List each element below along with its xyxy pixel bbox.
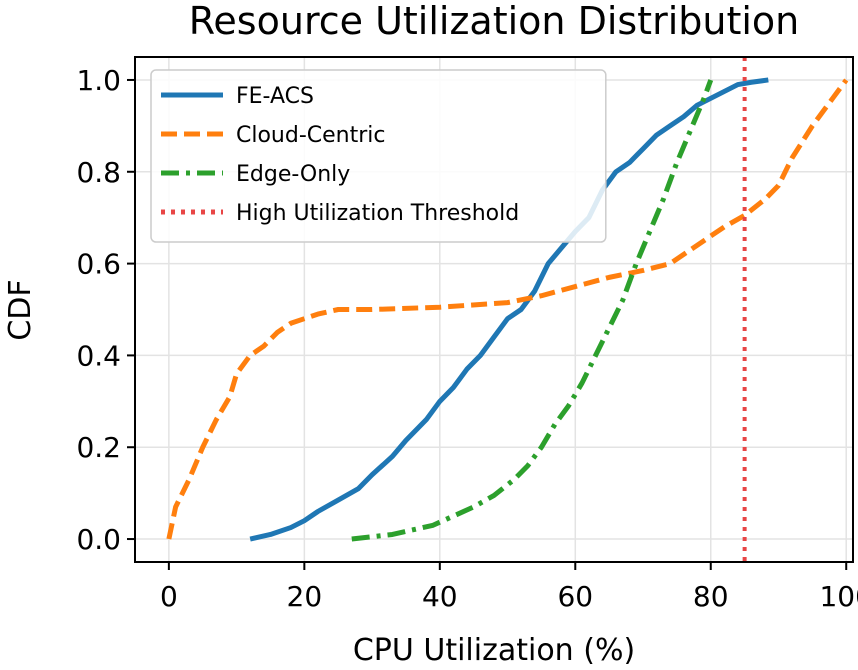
x-tick-label: 0 bbox=[160, 580, 178, 613]
plot-frame bbox=[134, 56, 854, 563]
legend-label: High Utilization Threshold bbox=[236, 201, 519, 226]
y-tick-label: 0.4 bbox=[76, 339, 121, 372]
x-ticks: 0 20 40 60 80 100 bbox=[160, 562, 858, 613]
x-tick-label: 100 bbox=[819, 580, 858, 613]
legend-box bbox=[150, 69, 607, 243]
x-tick-label: 40 bbox=[422, 580, 458, 613]
x-tick-label: 20 bbox=[287, 580, 323, 613]
y-tick-label: 0.8 bbox=[76, 156, 121, 189]
y-axis-label: CDF bbox=[3, 279, 38, 340]
plot-lines bbox=[166, 57, 849, 562]
chart-title: Resource Utilization Distribution bbox=[189, 0, 800, 43]
series-line-edge-only bbox=[351, 79, 714, 542]
y-tick-label: 0.0 bbox=[76, 523, 121, 556]
y-ticks: 0.0 0.2 0.4 0.6 0.8 1.0 bbox=[76, 64, 135, 556]
legend: FE-ACS Cloud-Centric Edge-Only High Utiliza… bbox=[150, 69, 607, 243]
legend-label: FE-ACS bbox=[236, 84, 314, 109]
y-tick-label: 1.0 bbox=[76, 64, 121, 97]
y-tick-label: 0.6 bbox=[76, 248, 121, 281]
x-tick-label: 80 bbox=[693, 580, 729, 613]
legend-label: Cloud-Centric bbox=[236, 123, 386, 148]
series-line-cloud-centric bbox=[166, 78, 849, 540]
y-tick-label: 0.2 bbox=[76, 431, 121, 464]
x-axis-label: CPU Utilization (%) bbox=[353, 633, 635, 668]
legend-label: Edge-Only bbox=[236, 162, 350, 187]
x-tick-label: 60 bbox=[557, 580, 593, 613]
